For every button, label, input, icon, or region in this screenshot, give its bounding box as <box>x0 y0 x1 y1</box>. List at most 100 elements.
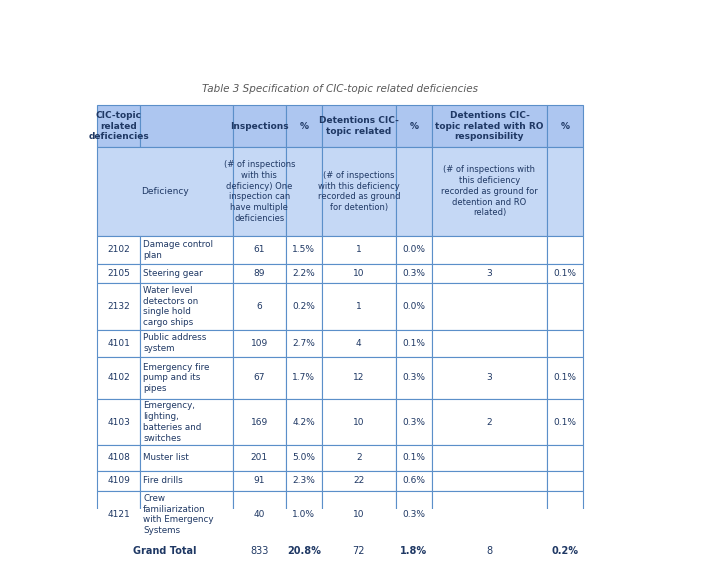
Text: 2132: 2132 <box>107 302 130 311</box>
Text: 3: 3 <box>486 269 492 279</box>
Text: 20.8%: 20.8% <box>287 546 321 556</box>
Bar <box>322 236 396 264</box>
Bar <box>286 284 322 329</box>
Bar <box>286 236 322 264</box>
Bar <box>286 491 322 538</box>
Text: Detentions CIC-
topic related with RO
responsibility: Detentions CIC- topic related with RO re… <box>435 111 543 141</box>
Text: 0.1%: 0.1% <box>553 374 577 382</box>
Bar <box>140 105 233 147</box>
Text: 0.3%: 0.3% <box>403 418 425 427</box>
Bar <box>233 264 286 284</box>
Bar <box>396 105 432 147</box>
Text: 91: 91 <box>253 476 265 486</box>
Bar <box>547 147 583 236</box>
Bar <box>140 445 233 471</box>
Bar <box>233 491 286 538</box>
Bar <box>97 491 140 538</box>
Bar <box>97 329 140 356</box>
Bar <box>547 284 583 329</box>
Bar <box>140 471 233 491</box>
Text: Water level
detectors on
single hold
cargo ships: Water level detectors on single hold car… <box>143 286 199 327</box>
Bar <box>432 284 547 329</box>
Text: 4109: 4109 <box>107 476 130 486</box>
Text: (# of inspections with
this deficiency
recorded as ground for
detention and RO
r: (# of inspections with this deficiency r… <box>441 165 538 217</box>
Bar <box>322 264 396 284</box>
Bar <box>233 105 286 147</box>
Text: 109: 109 <box>251 339 268 348</box>
Bar <box>396 329 432 356</box>
Bar <box>547 471 583 491</box>
Text: %: % <box>299 121 308 130</box>
Bar <box>97 538 233 565</box>
Bar <box>322 445 396 471</box>
Text: Inspections: Inspections <box>230 121 289 130</box>
Text: 0.0%: 0.0% <box>403 245 425 255</box>
Bar <box>97 147 233 236</box>
Bar <box>432 399 547 445</box>
Text: 2.7%: 2.7% <box>292 339 315 348</box>
Bar <box>396 356 432 399</box>
Text: 0.0%: 0.0% <box>403 302 425 311</box>
Bar <box>233 284 286 329</box>
Bar <box>396 264 432 284</box>
Bar <box>97 356 140 399</box>
Bar <box>547 445 583 471</box>
Text: Crew
familiarization
with Emergency
Systems: Crew familiarization with Emergency Syst… <box>143 494 213 535</box>
Text: 0.1%: 0.1% <box>553 418 577 427</box>
Bar <box>432 105 547 147</box>
Text: 3: 3 <box>486 374 492 382</box>
Bar <box>140 329 233 356</box>
Bar <box>97 399 140 445</box>
Text: 2: 2 <box>356 454 362 462</box>
Bar <box>140 356 233 399</box>
Bar <box>140 236 233 264</box>
Bar <box>432 329 547 356</box>
Bar <box>396 538 432 565</box>
Bar <box>97 264 140 284</box>
Bar <box>322 329 396 356</box>
Bar <box>547 105 583 147</box>
Bar <box>233 445 286 471</box>
Text: 2105: 2105 <box>107 269 130 279</box>
Text: Table 3 Specification of CIC-topic related deficiencies: Table 3 Specification of CIC-topic relat… <box>202 85 478 94</box>
Bar <box>432 491 547 538</box>
Bar <box>322 471 396 491</box>
Bar <box>547 264 583 284</box>
Text: 0.2%: 0.2% <box>551 546 579 556</box>
Text: CIC-topic
related
deficiencies: CIC-topic related deficiencies <box>88 111 149 141</box>
Text: 1.7%: 1.7% <box>292 374 315 382</box>
Text: 2: 2 <box>486 418 492 427</box>
Bar <box>97 105 140 147</box>
Text: Grand Total: Grand Total <box>133 546 197 556</box>
Bar <box>286 445 322 471</box>
Text: 1: 1 <box>356 302 362 311</box>
Text: 12: 12 <box>353 374 365 382</box>
Bar <box>233 538 286 565</box>
Text: %: % <box>560 121 570 130</box>
Bar <box>322 399 396 445</box>
Bar <box>547 399 583 445</box>
Bar <box>322 356 396 399</box>
Text: 4.2%: 4.2% <box>292 418 315 427</box>
Bar <box>432 538 547 565</box>
Text: 72: 72 <box>353 546 365 556</box>
Bar <box>547 491 583 538</box>
Text: 61: 61 <box>253 245 265 255</box>
Bar <box>140 284 233 329</box>
Bar <box>396 147 432 236</box>
Bar <box>322 105 396 147</box>
Text: Damage control
plan: Damage control plan <box>143 240 213 260</box>
Bar <box>322 284 396 329</box>
Bar <box>286 329 322 356</box>
Text: 6: 6 <box>256 302 262 311</box>
Text: 4108: 4108 <box>107 454 130 462</box>
Bar <box>396 471 432 491</box>
Text: 89: 89 <box>253 269 265 279</box>
Text: 1.5%: 1.5% <box>292 245 315 255</box>
Bar <box>286 147 322 236</box>
Bar <box>233 329 286 356</box>
Text: 40: 40 <box>253 510 265 519</box>
Text: 1.0%: 1.0% <box>292 510 315 519</box>
Bar <box>432 471 547 491</box>
Bar <box>547 356 583 399</box>
